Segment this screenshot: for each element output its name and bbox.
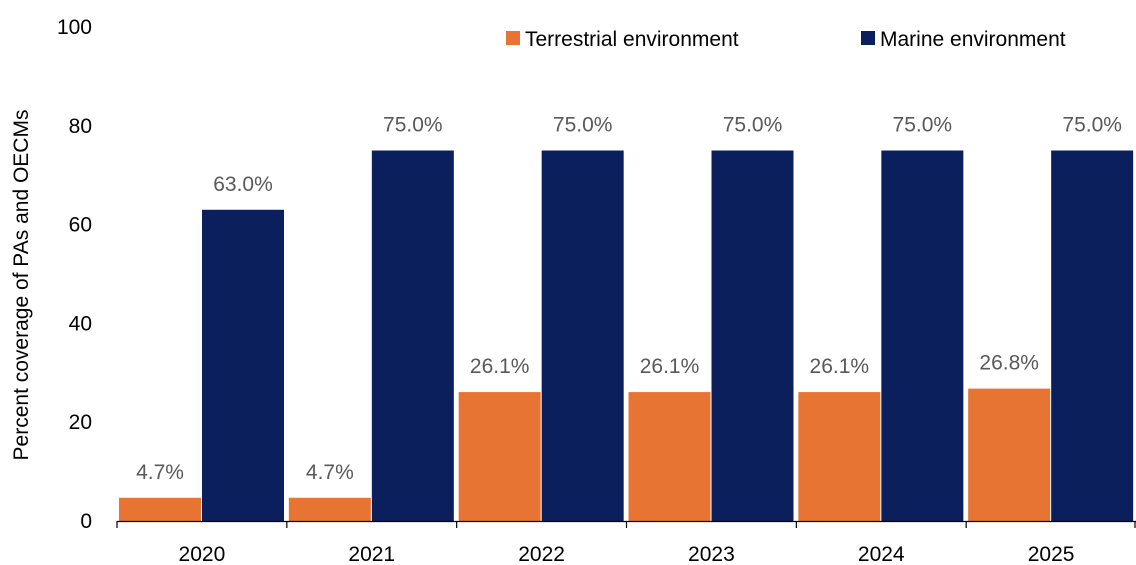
bars (119, 150, 1134, 521)
legend-swatch (861, 31, 875, 45)
marine-bar (541, 150, 624, 521)
x-category-label: 2022 (518, 543, 565, 565)
data-label: 26.1% (640, 355, 700, 378)
data-label: 75.0% (383, 114, 443, 137)
marine-bar (202, 209, 284, 521)
data-labels: 4.7% 4.7% 26.1% 26.1% 26.1% 26.8% 63.0% 75.0% 75… (136, 114, 1122, 484)
data-label: 26.1% (810, 355, 870, 378)
terrestrial-bar (288, 497, 371, 521)
terrestrial-bar (119, 497, 201, 521)
y-tick-label: 60 (69, 214, 92, 237)
x-category-label: 2021 (348, 543, 395, 565)
y-tick-label: 20 (69, 411, 92, 434)
terrestrial-bar (798, 392, 881, 521)
terrestrial-bar (458, 392, 541, 521)
x-axis-ticks (116, 521, 1136, 528)
x-category-label: 2024 (858, 543, 905, 565)
y-tick-label: 0 (80, 510, 92, 533)
legend-label: Terrestrial environment (525, 28, 739, 51)
data-label: 75.0% (553, 114, 613, 137)
y-tick-label: 40 (69, 312, 92, 335)
data-label: 4.7% (306, 461, 354, 484)
data-label: 75.0% (893, 114, 953, 137)
y-tick-label: 100 (57, 16, 92, 39)
data-label: 63.0% (213, 173, 273, 196)
data-label: 26.1% (470, 355, 530, 378)
marine-bar (881, 150, 964, 521)
data-label: 26.8% (979, 352, 1039, 375)
legend-label: Marine environment (880, 28, 1066, 51)
x-category-label: 2025 (1028, 543, 1075, 565)
data-label: 4.7% (136, 461, 184, 484)
x-category-label: 2020 (179, 543, 226, 565)
legend: Terrestrial environment Marine environmen… (506, 28, 1066, 51)
marine-bar (1051, 150, 1134, 521)
x-category-label: 2023 (688, 543, 735, 565)
terrestrial-bar (968, 388, 1051, 521)
data-label: 75.0% (1062, 114, 1122, 137)
x-axis-labels: 2020 2021 2022 2023 2024 2025 (179, 543, 1075, 565)
marine-bar (371, 150, 454, 521)
legend-swatch (506, 31, 520, 45)
y-axis-ticks: 0 20 40 60 80 100 (57, 16, 92, 533)
y-axis-title: Percent coverage of PAs and OECMs (10, 110, 33, 461)
terrestrial-bar (628, 392, 711, 521)
marine-bar (711, 150, 794, 521)
y-tick-label: 80 (69, 115, 92, 138)
data-label: 75.0% (723, 114, 783, 137)
